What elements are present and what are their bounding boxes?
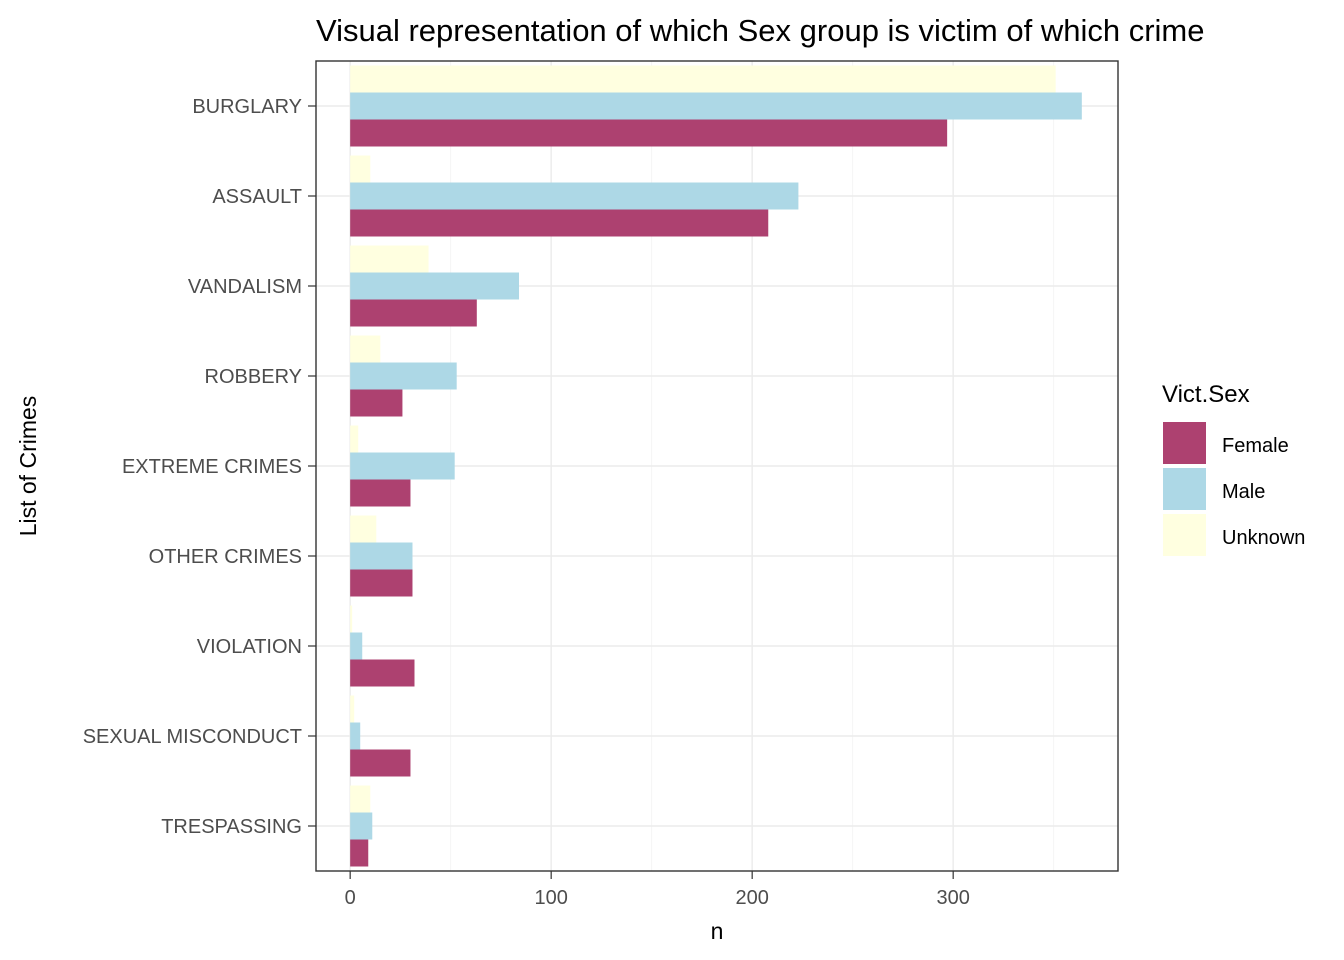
bar-female [350,120,947,147]
bar-unknown [350,606,352,633]
x-tick-label: 0 [345,887,356,909]
bar-female [350,570,412,597]
bar-male [350,273,519,300]
bar-unknown [350,786,370,813]
y-tick-label: VANDALISM [188,276,302,298]
legend-label-male: Male [1222,481,1265,503]
legend-label-female: Female [1222,435,1289,457]
bar-unknown [350,516,376,543]
y-tick-label: SEXUAL MISCONDUCT [83,726,302,748]
bar-unknown [350,66,1056,93]
y-tick-label: VIOLATION [197,636,302,658]
y-tick-label: EXTREME CRIMES [122,456,302,478]
bar-male [350,363,457,390]
bar-male [350,543,412,570]
bar-male [350,183,798,210]
bar-female [350,480,410,507]
bar-unknown [350,426,358,453]
legend-key-male [1163,468,1206,510]
x-axis-title: n [711,918,724,944]
bar-female [350,390,402,417]
bar-female [350,840,368,867]
x-tick-label: 100 [534,887,567,909]
y-tick-label: OTHER CRIMES [149,546,302,568]
bar-male [350,723,360,750]
bar-male [350,633,362,660]
y-tick-label: ASSAULT [212,186,302,208]
bar-unknown [350,696,354,723]
bar-female [350,750,410,777]
bar-female [350,210,768,237]
y-axis-title: List of Crimes [15,396,41,537]
x-tick-label: 200 [735,887,768,909]
bar-female [350,660,414,687]
bar-male [350,813,372,840]
x-tick-label: 300 [936,887,969,909]
bar-male [350,93,1082,120]
legend-key-female [1163,422,1206,464]
y-tick-label: ROBBERY [205,366,302,388]
bar-female [350,300,477,327]
bar-unknown [350,246,428,273]
bar-unknown [350,156,370,183]
y-tick-label: BURGLARY [192,96,302,118]
bar-unknown [350,336,380,363]
legend-label-unknown: Unknown [1222,527,1305,549]
chart-title: Visual representation of which Sex group… [316,13,1204,48]
legend-key-unknown [1163,514,1206,556]
legend-title: Vict.Sex [1162,381,1250,408]
bar-male [350,453,455,480]
y-tick-label: TRESPASSING [161,816,302,838]
